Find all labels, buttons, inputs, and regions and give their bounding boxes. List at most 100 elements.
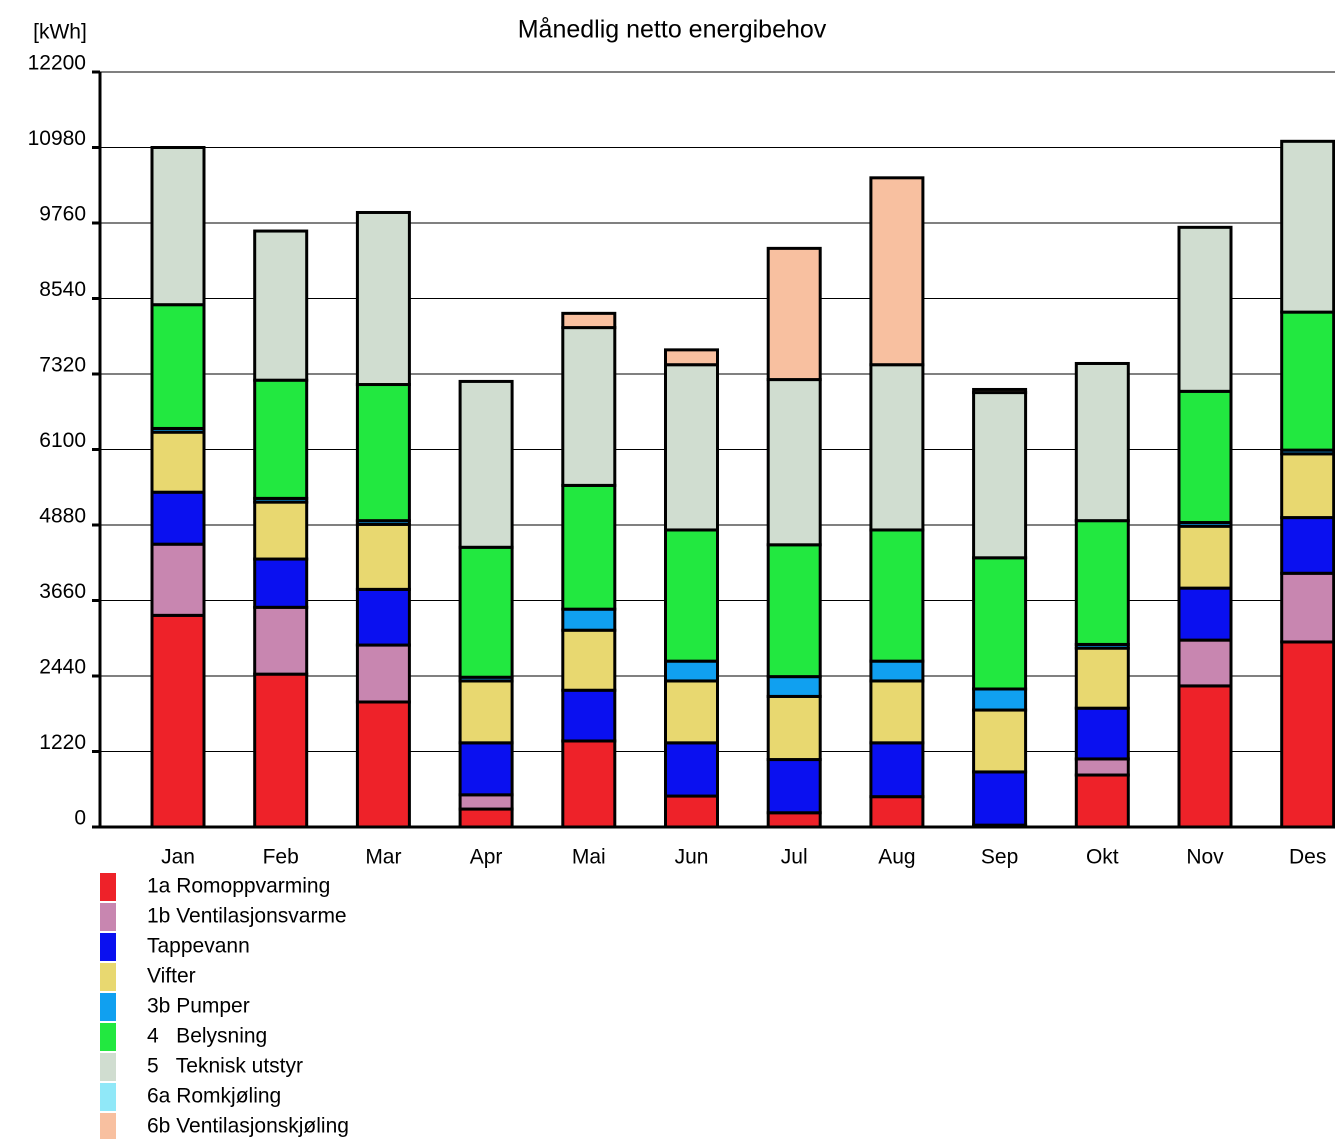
bar-segment	[561, 483, 617, 611]
bar-segment	[664, 348, 719, 367]
bar-segment	[972, 391, 1028, 560]
bar-segment	[1177, 524, 1233, 590]
bar-segment	[458, 793, 514, 811]
bar-segment	[561, 311, 617, 330]
y-tick-label: 6100	[39, 429, 86, 452]
legend-label: 5 Teknisk utstyr	[147, 1055, 303, 1078]
bar-segment	[355, 700, 411, 829]
bar-segment	[458, 545, 514, 679]
bar-segment	[972, 770, 1028, 827]
bar-segment	[253, 378, 309, 500]
bar-segment	[766, 758, 822, 815]
y-tick-label: 12200	[28, 52, 86, 75]
bar-segment	[869, 176, 925, 367]
x-tick-label: Jul	[781, 846, 808, 869]
legend-label: Tappevann	[147, 935, 250, 958]
y-tick-label: 2440	[39, 656, 86, 679]
y-tick-label: 10980	[28, 127, 86, 150]
bar-segment	[1074, 361, 1130, 523]
bar-segment	[458, 379, 514, 549]
legend-swatch	[100, 1113, 116, 1139]
bar-segment	[1074, 646, 1130, 710]
bar-segment	[664, 794, 719, 829]
y-tick-label: 8540	[39, 278, 86, 301]
y-axis-label: [kWh]	[33, 21, 87, 44]
bar-segment	[869, 795, 925, 829]
bar-segment	[1074, 519, 1130, 646]
bar-segment	[869, 363, 925, 532]
bar-segment	[355, 643, 411, 704]
y-tick-label: 9760	[39, 203, 86, 226]
x-tick-label: Des	[1289, 846, 1326, 869]
bar-segment	[972, 687, 1028, 712]
bar-segment	[1177, 586, 1233, 642]
bar-segment	[1074, 773, 1130, 829]
bar-segment	[664, 741, 719, 798]
bar-segment	[355, 210, 411, 387]
legend-swatch	[100, 1053, 116, 1081]
bar-segment	[1177, 684, 1233, 829]
x-tick-label: Jun	[675, 846, 709, 869]
bar-segment	[253, 229, 309, 382]
legend-label: 6a Romkjøling	[147, 1085, 281, 1108]
chart-title: Månedlig netto energibehov	[518, 16, 827, 44]
bar-segment	[1177, 638, 1233, 688]
x-tick-label: Jan	[161, 846, 195, 869]
x-tick-label: Apr	[470, 846, 503, 869]
y-tick-label: 7320	[39, 354, 86, 377]
bar-segment	[150, 146, 206, 307]
bar-segment	[869, 741, 925, 799]
bar-segment	[561, 688, 617, 743]
x-tick-label: Mar	[365, 846, 401, 869]
bar-segment	[1177, 389, 1233, 525]
bar-segment	[253, 557, 309, 609]
bar-segment	[1280, 310, 1335, 452]
legend-label: 6b Ventilasjonskjøling	[147, 1115, 349, 1138]
bar-segment	[355, 522, 411, 591]
bar-segment	[150, 303, 206, 430]
bar-segment	[253, 605, 309, 676]
bar-segment	[561, 739, 617, 829]
bar-segment	[972, 387, 1028, 395]
bar-segment	[869, 528, 925, 663]
legend-label: 3b Pumper	[147, 995, 250, 1018]
bar-segment	[150, 490, 206, 546]
bar-segment	[1280, 452, 1335, 520]
bar-segment	[1280, 640, 1335, 829]
x-tick-label: Feb	[263, 846, 299, 869]
bar-segment	[664, 679, 719, 745]
bar-segment	[972, 708, 1028, 774]
legend-swatch	[100, 963, 116, 991]
legend-swatch	[100, 1023, 116, 1051]
bar-segment	[561, 607, 617, 632]
y-tick-label: 3660	[39, 580, 86, 603]
bar-segment	[355, 587, 411, 647]
bar-segment	[150, 613, 206, 829]
legend-label: 1b Ventilasjonsvarme	[147, 905, 347, 928]
y-tick-label: 1220	[39, 731, 86, 754]
bar-segment	[766, 543, 822, 679]
legend-swatch	[100, 933, 116, 961]
bar-segment	[253, 672, 309, 829]
x-tick-label: Nov	[1186, 846, 1224, 869]
bar-segment	[766, 694, 822, 762]
legend-label: 4 Belysning	[147, 1025, 267, 1048]
bar-segment	[766, 675, 822, 698]
bar-segment	[869, 659, 925, 683]
bar-segment	[150, 542, 206, 617]
legend-swatch	[100, 1083, 116, 1111]
x-tick-label: Aug	[878, 846, 915, 869]
legend-label: 1a Romoppvarming	[147, 875, 330, 898]
legend-swatch	[100, 873, 116, 901]
bar-segment	[869, 679, 925, 745]
bar-segment	[1280, 571, 1335, 644]
bar-segment	[766, 246, 822, 382]
bar-segment	[458, 807, 514, 829]
legend-swatch	[100, 993, 116, 1021]
bar-segment	[664, 363, 719, 532]
legend-swatch	[100, 903, 116, 931]
bar-segment	[561, 326, 617, 487]
bar-segment	[1280, 516, 1335, 575]
bar-segment	[458, 741, 514, 797]
